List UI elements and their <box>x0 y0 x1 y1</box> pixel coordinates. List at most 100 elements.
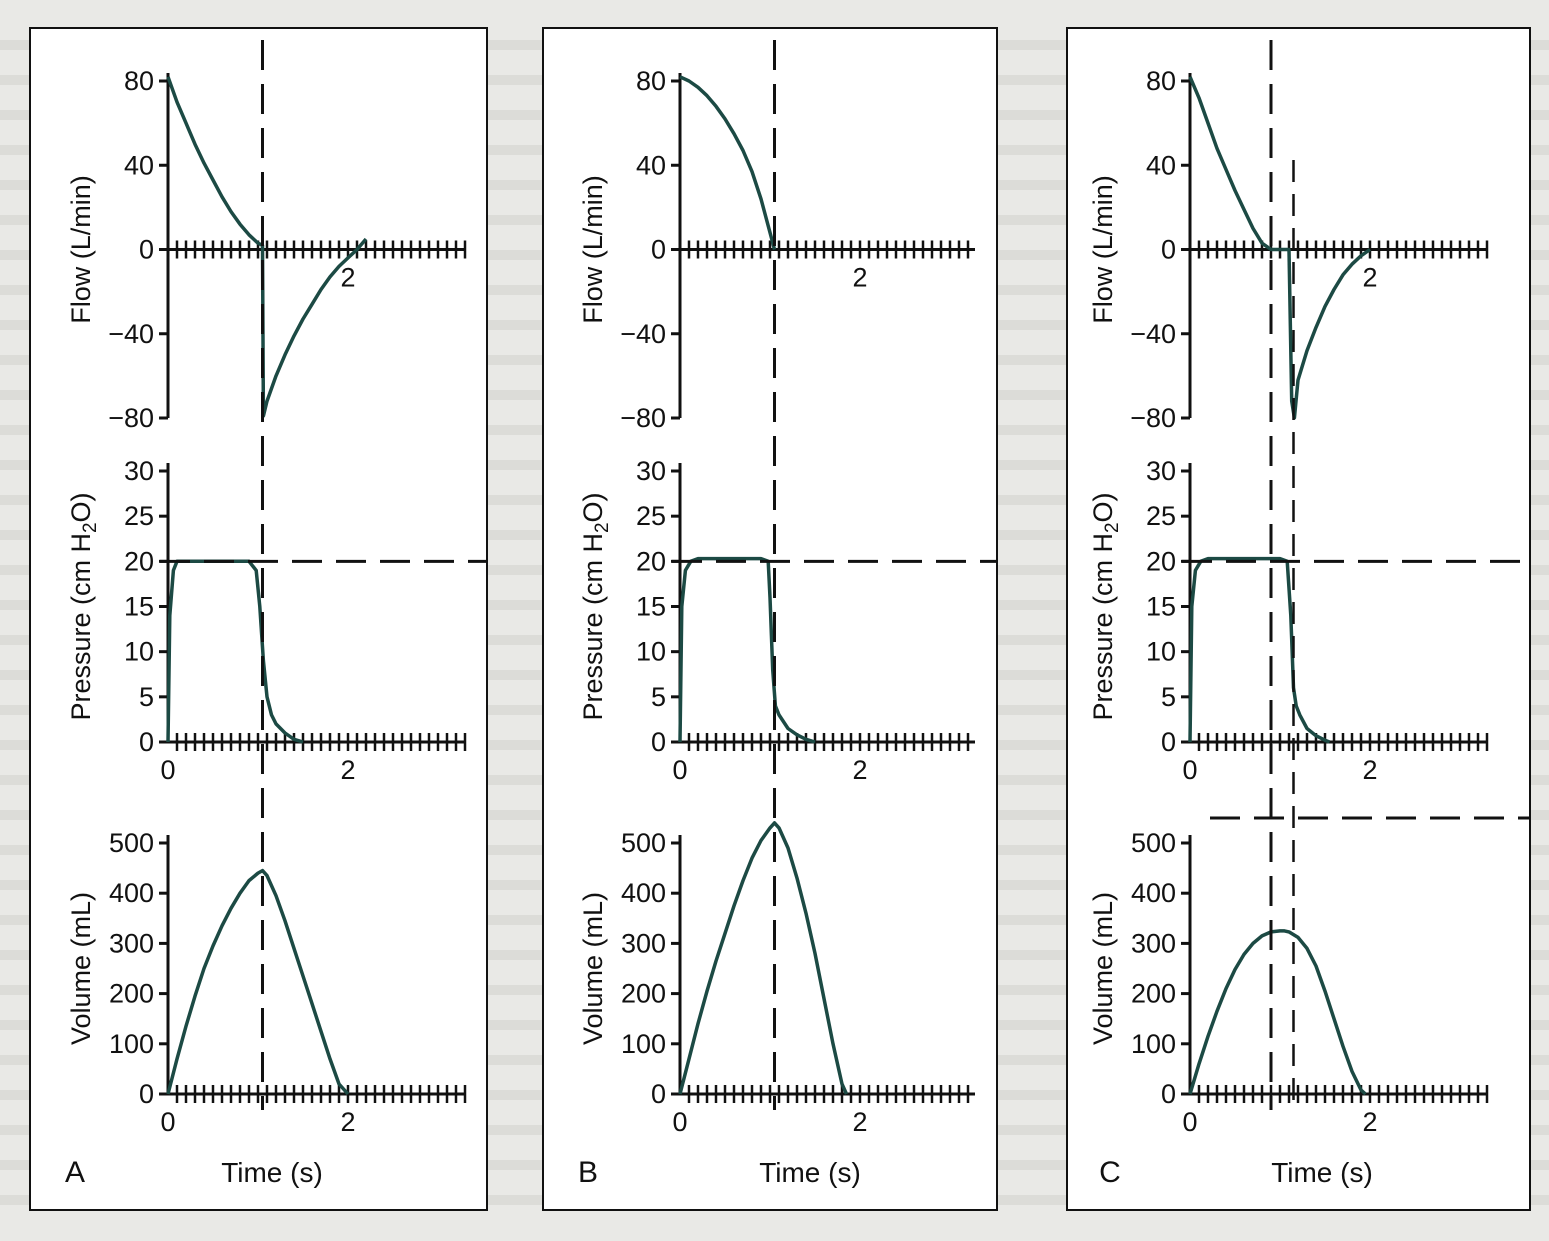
panel-letter: C <box>1099 1156 1121 1189</box>
pressure-subplot: 0 5 10 15 20 25 30 0 2 Pressure (cm H2O) <box>66 456 487 785</box>
y-tick-label: 0 <box>1161 235 1176 265</box>
volume-subplot: 0 100 200 300 400 500 0 2 Volume (mL) <box>578 821 975 1137</box>
y-tick-label: 100 <box>621 1029 666 1059</box>
flow-subplot: 80 40 0 −40 −80 2 Flow (L/min) <box>1088 66 1489 433</box>
x-tick-label: 2 <box>340 755 355 785</box>
y-tick-label: −80 <box>1130 403 1176 433</box>
volume-curve <box>166 868 350 1096</box>
y-tick-label: 500 <box>1131 828 1176 858</box>
y-tick-label: 10 <box>1146 637 1176 667</box>
y-tick-label: 100 <box>109 1029 154 1059</box>
flow-y-label: Flow (L/min) <box>578 175 608 324</box>
volume-y-label: Volume (mL) <box>66 892 96 1045</box>
y-tick-label: 30 <box>124 456 154 486</box>
y-tick-label: 80 <box>1146 66 1176 96</box>
x-tick-label: 2 <box>852 263 867 293</box>
y-tick-label: 0 <box>651 727 666 757</box>
flow-y-label: Flow (L/min) <box>66 175 96 324</box>
y-tick-label: 30 <box>636 456 666 486</box>
panel-letter: B <box>578 1156 598 1189</box>
y-tick-label: 100 <box>1131 1029 1176 1059</box>
x-tick-label: 2 <box>1362 1107 1377 1137</box>
y-tick-label: 5 <box>651 682 666 712</box>
pressure-y-label: Pressure (cm H2O) <box>1088 492 1123 720</box>
pressure-curve <box>678 556 816 744</box>
y-tick-label: 200 <box>1131 979 1176 1009</box>
y-tick-label: 5 <box>1161 682 1176 712</box>
x-tick-label: 2 <box>1362 755 1377 785</box>
y-tick-label: −80 <box>620 403 666 433</box>
volume-subplot: 0 100 200 300 400 500 0 2 Volume (mL) <box>1088 828 1489 1137</box>
y-tick-label: 80 <box>636 66 666 96</box>
pressure-subplot: 0 5 10 15 20 25 30 0 2 Pressure (cm H2O) <box>1088 456 1530 785</box>
x-tick-label: 2 <box>852 1107 867 1137</box>
x-tick-label: 2 <box>340 263 355 293</box>
x-tick-label: 2 <box>340 1107 355 1137</box>
y-tick-label: 25 <box>124 501 154 531</box>
y-tick-label: 20 <box>124 546 154 576</box>
volume-y-label: Volume (mL) <box>578 892 608 1045</box>
y-tick-label: 40 <box>636 150 666 180</box>
y-tick-label: 0 <box>651 235 666 265</box>
y-tick-label: 80 <box>124 66 154 96</box>
y-tick-label: 10 <box>124 637 154 667</box>
flow-y-label: Flow (L/min) <box>1088 175 1118 324</box>
time-axis-label: Time (s) <box>221 1157 323 1188</box>
x-tick-label: 0 <box>1182 755 1197 785</box>
volume-subplot: 0 100 200 300 400 500 0 2 Volume (mL) <box>66 828 467 1137</box>
panel-frame <box>29 27 488 1211</box>
y-tick-label: 20 <box>1146 546 1176 576</box>
volume-curve <box>678 821 849 1095</box>
y-tick-label: 30 <box>1146 456 1176 486</box>
y-tick-label: 15 <box>124 592 154 622</box>
time-axis-label: Time (s) <box>759 1157 861 1188</box>
flow-curve <box>1188 76 1372 420</box>
y-tick-label: 500 <box>109 828 154 858</box>
x-tick-label: 0 <box>160 1107 175 1137</box>
x-tick-label: 0 <box>1182 1107 1197 1137</box>
y-tick-label: 40 <box>124 150 154 180</box>
y-tick-label: 400 <box>621 878 666 908</box>
panel-frame <box>1066 27 1531 1211</box>
panel-letter: A <box>65 1156 85 1189</box>
y-tick-label: 500 <box>621 828 666 858</box>
y-tick-label: 0 <box>651 1079 666 1109</box>
y-tick-label: 5 <box>139 682 154 712</box>
pressure-curve <box>1188 556 1331 744</box>
pressure-y-label: Pressure (cm H2O) <box>578 492 613 720</box>
y-tick-label: 40 <box>1146 150 1176 180</box>
x-tick-label: 0 <box>672 1107 687 1137</box>
y-tick-label: 400 <box>1131 878 1176 908</box>
x-tick-label: 2 <box>852 755 867 785</box>
y-tick-label: 0 <box>139 235 154 265</box>
y-tick-label: −40 <box>620 319 666 349</box>
flow-curve <box>679 75 777 250</box>
y-tick-label: −80 <box>108 403 154 433</box>
y-tick-label: 0 <box>1161 727 1176 757</box>
y-tick-label: 0 <box>139 727 154 757</box>
volume-y-label: Volume (mL) <box>1088 892 1118 1045</box>
y-tick-label: 0 <box>1161 1079 1176 1109</box>
y-tick-label: 300 <box>621 928 666 958</box>
y-tick-label: 10 <box>636 637 666 667</box>
x-tick-label: 2 <box>1362 263 1377 293</box>
y-tick-label: 300 <box>1131 928 1176 958</box>
volume-curve <box>1188 929 1367 1096</box>
y-tick-label: 25 <box>636 501 666 531</box>
y-tick-label: 200 <box>621 979 666 1009</box>
pressure-y-label: Pressure (cm H2O) <box>66 492 101 720</box>
y-tick-label: 0 <box>139 1079 154 1109</box>
y-tick-label: 15 <box>1146 592 1176 622</box>
x-tick-label: 0 <box>160 755 175 785</box>
y-tick-label: 200 <box>109 979 154 1009</box>
y-tick-label: 400 <box>109 878 154 908</box>
pressure-curve <box>166 559 304 744</box>
y-tick-label: −40 <box>1130 319 1176 349</box>
pressure-subplot: 0 5 10 15 20 25 30 0 2 Pressure (cm H2O) <box>578 456 997 785</box>
y-tick-label: 20 <box>636 546 666 576</box>
